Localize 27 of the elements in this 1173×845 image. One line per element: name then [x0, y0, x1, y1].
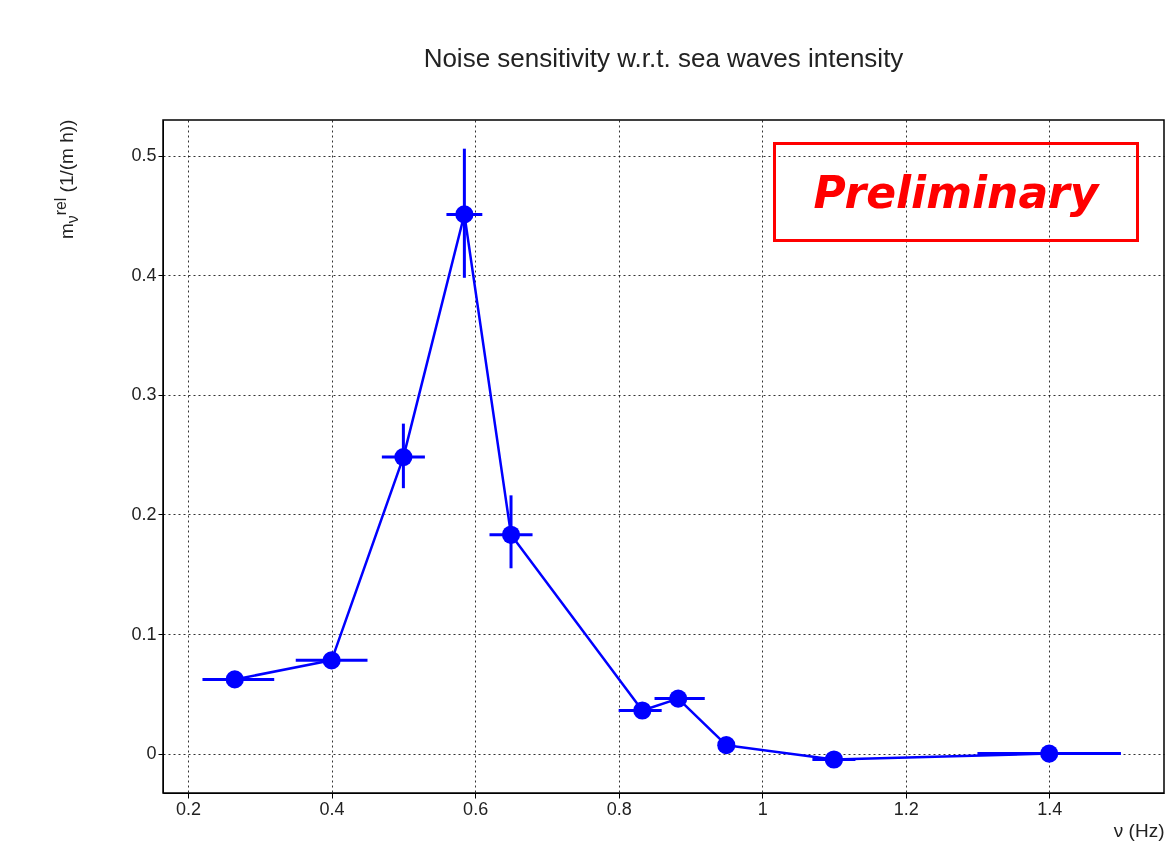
- y-tick-label: 0.2: [131, 503, 157, 524]
- point: [1040, 744, 1059, 763]
- y-tick-label: 0.5: [131, 145, 157, 166]
- annotation: Preliminary: [813, 166, 1099, 218]
- stamp-box: Preliminary: [773, 142, 1139, 242]
- point: [455, 205, 474, 224]
- x-tick-label: 1.4: [1037, 798, 1063, 819]
- y-tick-label: 0.3: [131, 384, 157, 405]
- x-axis-title: ν (Hz): [1113, 819, 1165, 841]
- x-tick-label: 1: [757, 798, 768, 819]
- y-tick-label: 0.4: [131, 264, 157, 285]
- chart-title: Noise sensitivity w.r.t. sea waves intensity: [423, 43, 904, 73]
- y-tick-label: 0.1: [131, 623, 157, 644]
- point: [717, 736, 736, 755]
- x-tick-label: 0.4: [319, 798, 345, 819]
- point: [394, 448, 413, 467]
- y-tick-label: 0: [146, 743, 157, 764]
- x-tick-label: 0.2: [176, 798, 202, 819]
- x-tick-label: 0.6: [463, 798, 489, 819]
- point: [669, 689, 688, 708]
- x-tick-label: 1.2: [893, 798, 919, 819]
- point: [501, 525, 521, 544]
- point: [824, 750, 843, 769]
- point: [633, 701, 652, 720]
- x-tick-label: 0.8: [606, 798, 632, 819]
- point: [322, 651, 341, 670]
- point: [225, 670, 244, 689]
